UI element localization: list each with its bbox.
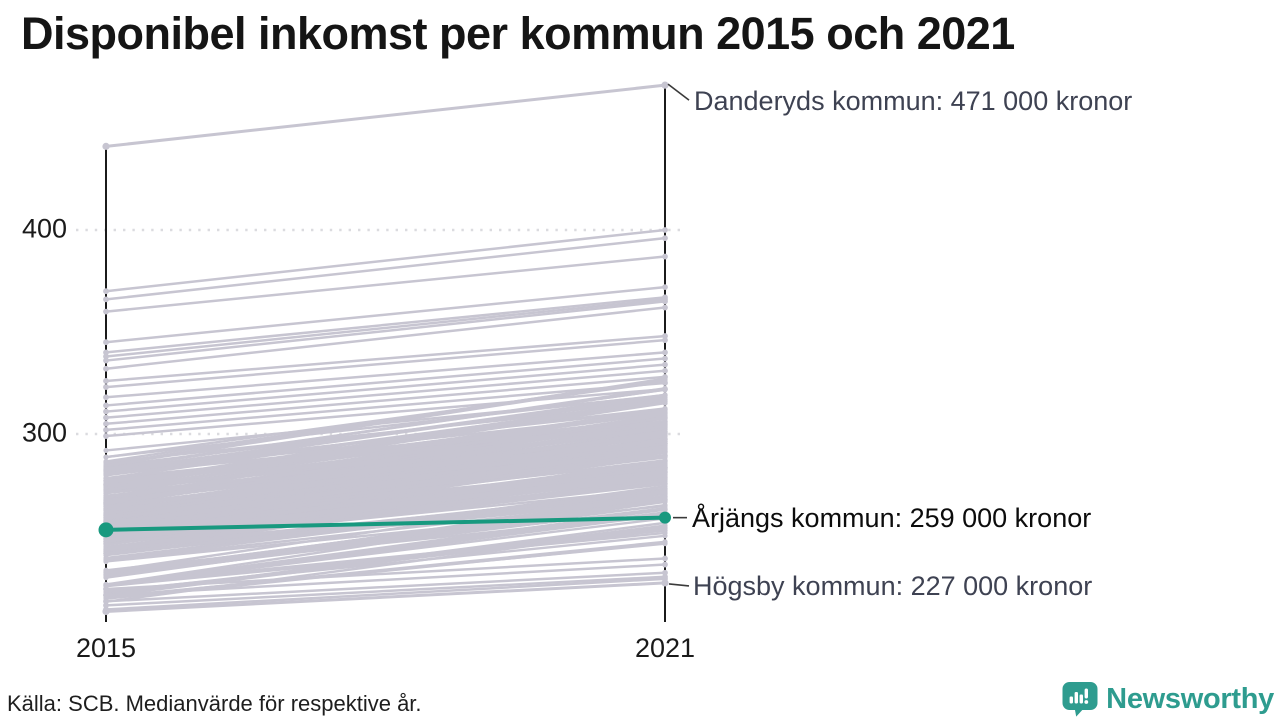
chart-title: Disponibel inkomst per kommun 2015 och 2… — [21, 8, 1015, 59]
y-axis-tick-400: 400 — [21, 213, 67, 244]
annotation-danderyd: Danderyds kommun: 471 000 kronor — [694, 86, 1133, 117]
annotation-arjang: Årjängs kommun: 259 000 kronor — [692, 502, 1092, 533]
newsworthy-wordmark: Newsworthy — [1106, 682, 1274, 715]
source-note: Källa: SCB. Medianvärde för respektive å… — [7, 691, 422, 716]
x-axis-label-2021: 2021 — [634, 633, 696, 663]
annotation-hogsby: Högsby kommun: 227 000 kronor — [693, 570, 1093, 601]
newsworthy-logo: Newsworthy — [1061, 681, 1274, 717]
newsworthy-logo-icon — [1062, 682, 1098, 717]
x-axis-label-2015: 2015 — [75, 633, 137, 663]
y-axis-tick-300: 300 — [21, 417, 67, 448]
